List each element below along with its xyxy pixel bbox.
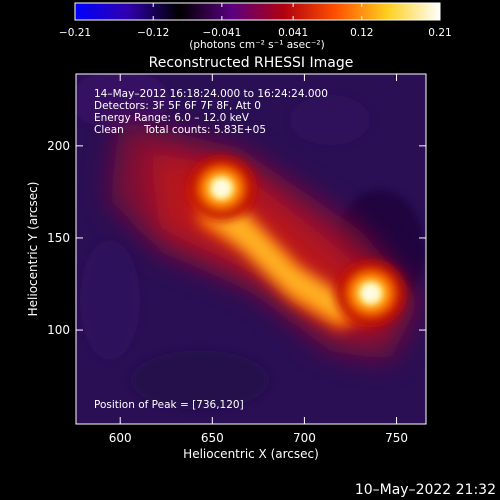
colorbar-tick-label: 0.21 [428, 27, 451, 39]
colorbar: −0.21 −0.12 −0.041 0.041 0.12 0.21 (photons c… [59, 2, 452, 51]
peak-position: Position of Peak = [736,120] [94, 399, 244, 411]
total-counts: Total counts: 5.83E+05 [143, 124, 266, 136]
colorbar-frame [74, 2, 441, 21]
y-tick-label: 200 [47, 139, 70, 153]
plot-area [76, 74, 426, 424]
colorbar-tick-label: −0.12 [137, 27, 169, 39]
y-axis-label: Heliocentric Y (arcsec) [26, 182, 40, 317]
energy-range: Energy Range: 6.0 – 12.0 keV [94, 112, 250, 124]
colorbar-tick-label: −0.21 [59, 27, 91, 39]
detectors: Detectors: 3F 5F 6F 7F 8F, Att 0 [94, 100, 261, 112]
footer-date: 10–May–2022 21:32 [355, 482, 496, 498]
y-axis: 100 150 200 [47, 139, 426, 337]
info-block: 14–May–2012 16:18:24.000 to 16:24:24.000… [94, 88, 328, 411]
y-tick-label: 100 [47, 323, 70, 337]
colorbar-tick-label: 0.041 [278, 27, 308, 39]
y-tick-label: 150 [47, 231, 70, 245]
plot-frame [75, 73, 427, 425]
x-tick-label: 600 [109, 431, 132, 445]
colorbar-tick-label: 0.12 [350, 27, 373, 39]
x-axis: 600 650 700 750 [109, 74, 408, 445]
chart-title: Reconstructed RHESSI Image [149, 55, 354, 71]
source-core [360, 283, 381, 304]
colorbar-ticks: −0.21 −0.12 −0.041 0.041 0.12 0.21 [59, 3, 452, 39]
x-tick-label: 700 [293, 431, 316, 445]
colorbar-fill [75, 3, 440, 20]
method: Clean [94, 124, 124, 136]
source-core [211, 178, 232, 199]
colorbar-label: (photons cm⁻² s⁻¹ asec⁻²) [189, 39, 324, 51]
x-tick-label: 750 [385, 431, 408, 445]
sources [181, 150, 412, 333]
x-axis-label: Heliocentric X (arcsec) [183, 447, 319, 461]
colorbar-tick-label: −0.041 [202, 27, 241, 39]
time-range: 14–May–2012 16:18:24.000 to 16:24:24.000 [94, 88, 328, 100]
x-tick-label: 650 [201, 431, 224, 445]
